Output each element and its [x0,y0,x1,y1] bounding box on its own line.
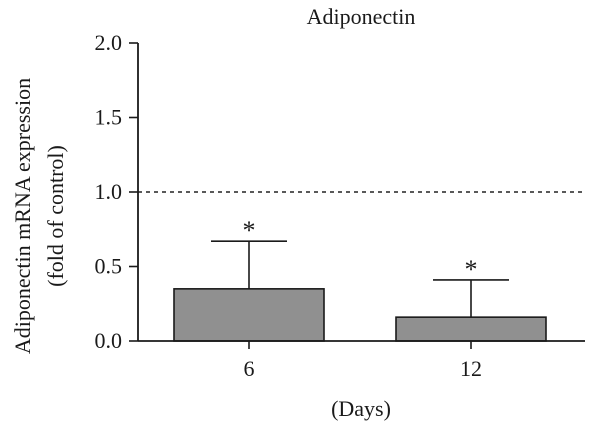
y-axis-title-line1: Adiponectin mRNA expression [10,78,35,354]
y-tick-label: 2.0 [95,30,123,55]
x-tick-label-12: 12 [460,356,482,381]
bar-6 [173,288,325,342]
y-tick-label: 1.5 [95,105,123,130]
chart-title: Adiponectin [307,4,416,29]
y-tick-label: 0.5 [95,254,123,279]
x-axis-title: (Days) [331,396,391,421]
y-tick-label: 0.0 [95,328,123,353]
y-axis-title: Adiponectin mRNA expression (fold of con… [10,78,68,354]
significance-mark-12: * [465,255,478,284]
bar-12 [395,316,547,342]
significance-mark-6: * [243,216,256,245]
y-axis-title-line2: (fold of control) [43,145,68,287]
y-tick-label: 1.0 [95,179,123,204]
x-tick-label-6: 6 [244,356,255,381]
